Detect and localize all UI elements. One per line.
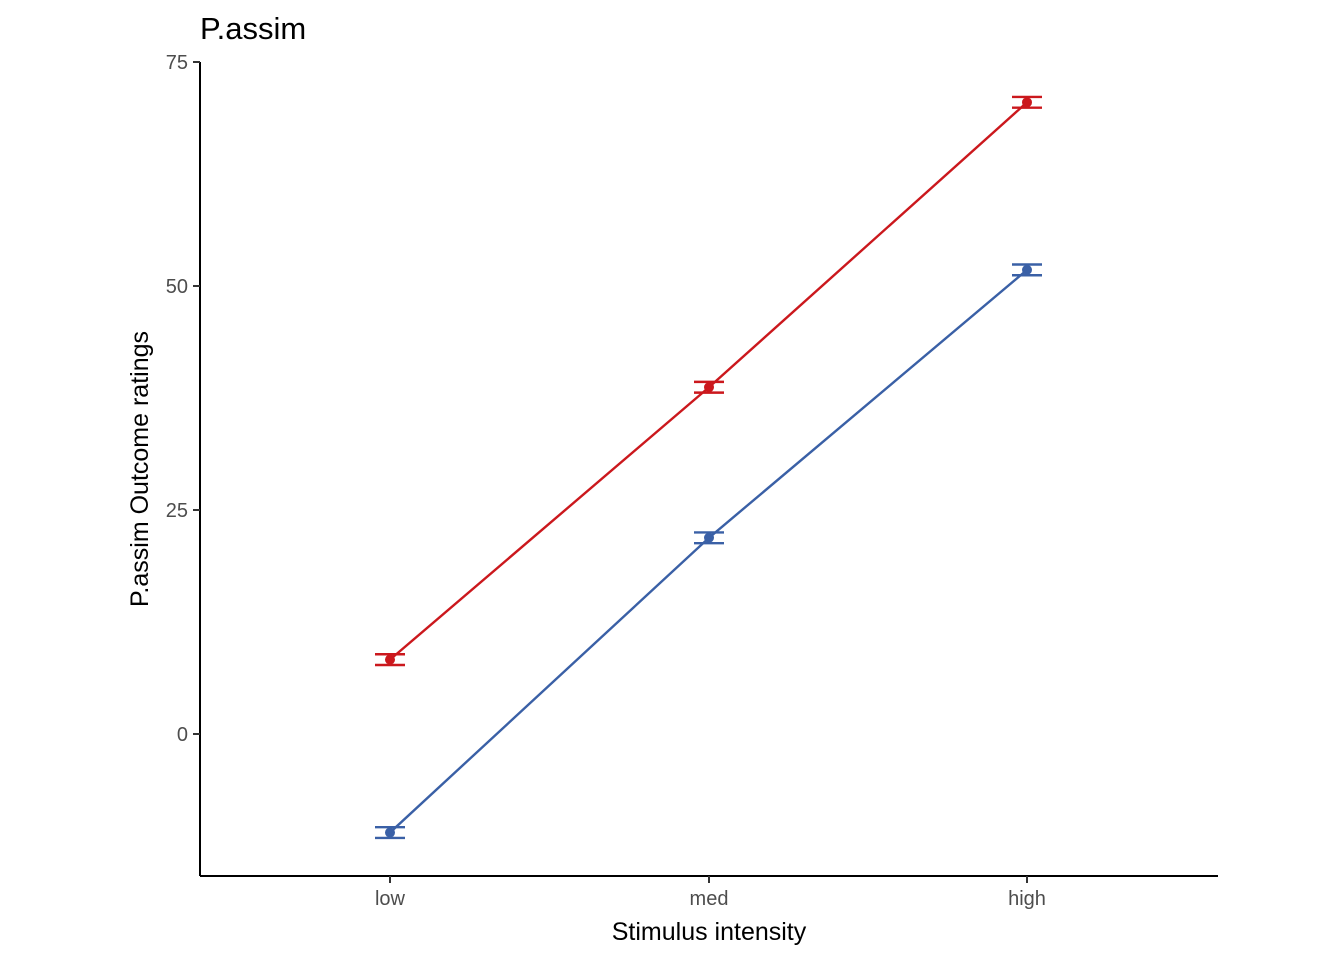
chart-title: P.assim	[200, 11, 306, 46]
series-line	[389, 268, 1028, 834]
x-axis-ticks: low med high	[375, 876, 1046, 910]
y-tick-label: 50	[166, 276, 188, 298]
y-axis-ticks: 0 25 50 75	[166, 52, 200, 746]
series-2	[375, 263, 1042, 840]
x-axis-title: Stimulus intensity	[612, 918, 807, 946]
data-point	[704, 382, 714, 393]
series-1	[375, 95, 1042, 667]
data-point	[385, 827, 395, 838]
chart-marks	[375, 95, 1042, 840]
data-point	[704, 532, 714, 543]
y-axis-title: P.assim Outcome ratings	[126, 331, 154, 607]
data-point	[385, 654, 395, 665]
y-tick-label: 75	[166, 52, 188, 74]
y-tick-label: 25	[166, 500, 188, 522]
x-tick-label: high	[1008, 888, 1046, 910]
data-point	[1022, 97, 1032, 108]
y-tick-label: 0	[177, 724, 188, 746]
x-tick-label: med	[690, 888, 729, 910]
x-tick-label: low	[375, 888, 406, 910]
data-point	[1022, 264, 1032, 275]
